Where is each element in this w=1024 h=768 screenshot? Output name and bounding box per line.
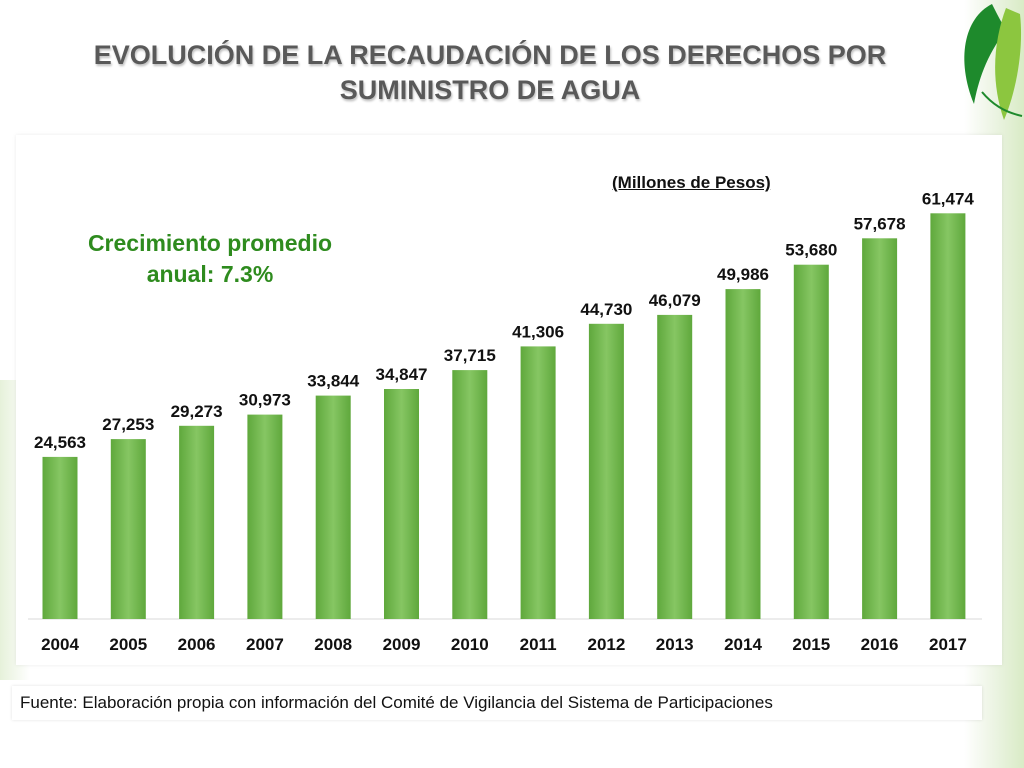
value-label-2010: 37,715 bbox=[444, 346, 496, 365]
chart-panel: 24,563 27,253 29,273 30,973 33,844 34,847 37,7… bbox=[16, 135, 1002, 665]
tick-label-2017: 2017 bbox=[929, 635, 967, 654]
tick-label-2006: 2006 bbox=[178, 635, 216, 654]
units-label: (Millones de Pesos) bbox=[612, 173, 771, 192]
value-label-2014: 49,986 bbox=[717, 265, 769, 284]
value-label-2013: 46,079 bbox=[649, 291, 701, 310]
tick-label-2016: 2016 bbox=[861, 635, 899, 654]
bar-2017 bbox=[930, 213, 966, 620]
bar-2016 bbox=[862, 238, 898, 620]
value-label-2004: 24,563 bbox=[34, 433, 86, 452]
source-note: Fuente: Elaboración propia con informaci… bbox=[12, 686, 982, 720]
value-label-2016: 57,678 bbox=[854, 214, 906, 233]
tick-label-2014: 2014 bbox=[724, 635, 762, 654]
bar-2005 bbox=[110, 439, 146, 619]
slide-title: EVOLUCIÓN DE LA RECAUDACIÓN DE LOS DEREC… bbox=[93, 40, 887, 105]
bar-2006 bbox=[179, 425, 215, 619]
bar-chart: 24,563 27,253 29,273 30,973 33,844 34,847 37,7… bbox=[28, 189, 982, 654]
bar-2014 bbox=[725, 289, 761, 619]
bar-2013 bbox=[657, 314, 693, 619]
tick-label-2008: 2008 bbox=[314, 635, 352, 654]
tick-label-2009: 2009 bbox=[383, 635, 421, 654]
tick-label-2005: 2005 bbox=[109, 635, 147, 654]
value-label-2012: 44,730 bbox=[580, 300, 632, 319]
bar-2009 bbox=[384, 389, 419, 619]
growth-note: Crecimiento promedio anual: 7.3% bbox=[87, 230, 333, 287]
value-label-2008: 33,844 bbox=[307, 372, 360, 391]
tick-label-2015: 2015 bbox=[792, 635, 830, 654]
tick-label-2004: 2004 bbox=[41, 635, 79, 654]
leaf-logo-icon bbox=[964, 4, 1023, 120]
tick-label-2007: 2007 bbox=[246, 635, 284, 654]
value-label-2015: 53,680 bbox=[785, 241, 837, 260]
value-label-2009: 34,847 bbox=[376, 365, 428, 384]
bar-2012 bbox=[588, 323, 624, 619]
tick-label-2011: 2011 bbox=[520, 635, 557, 654]
tick-label-2013: 2013 bbox=[656, 635, 694, 654]
value-label-2006: 29,273 bbox=[171, 402, 223, 421]
bar-2015 bbox=[793, 264, 829, 619]
value-label-2007: 30,973 bbox=[239, 391, 291, 410]
value-label-2017: 61,474 bbox=[922, 189, 975, 208]
bar-2007 bbox=[247, 414, 283, 619]
bar-2004 bbox=[42, 456, 78, 619]
value-label-2005: 27,253 bbox=[102, 415, 154, 434]
bar-2010 bbox=[452, 370, 488, 619]
value-label-2011: 41,306 bbox=[512, 322, 564, 341]
bar-2008 bbox=[315, 395, 351, 619]
tick-label-2012: 2012 bbox=[587, 635, 625, 654]
bar-2011 bbox=[520, 346, 556, 619]
tick-label-2010: 2010 bbox=[451, 635, 489, 654]
